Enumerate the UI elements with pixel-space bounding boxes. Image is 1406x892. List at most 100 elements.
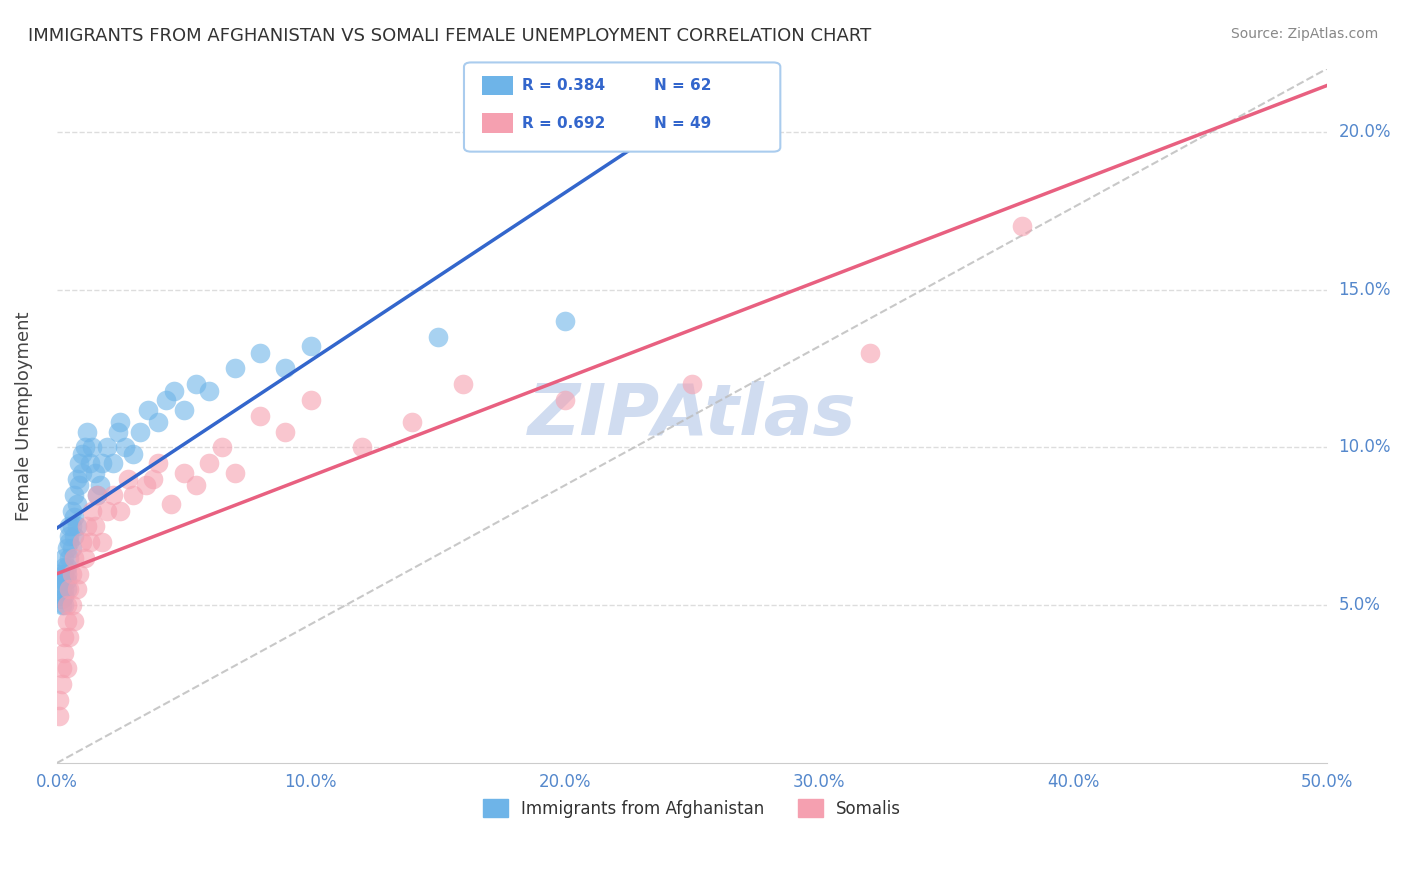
Point — [55, 582, 77, 597]
Point — [53, 573, 76, 587]
Point — [142, 472, 165, 486]
Point — [51, 573, 73, 587]
Point — [91, 456, 114, 470]
Point — [554, 314, 576, 328]
Point — [198, 384, 221, 398]
Point — [51, 661, 73, 675]
Point — [55, 614, 77, 628]
Text: 20.0%: 20.0% — [1339, 123, 1391, 141]
Point — [60, 503, 83, 517]
Point — [350, 441, 373, 455]
Point — [55, 599, 77, 613]
Point — [299, 392, 322, 407]
Point — [58, 630, 80, 644]
Point — [136, 402, 159, 417]
Point — [121, 488, 143, 502]
Point — [69, 478, 91, 492]
Legend: Immigrants from Afghanistan, Somalis: Immigrants from Afghanistan, Somalis — [477, 793, 908, 824]
Point — [426, 330, 449, 344]
Point — [155, 392, 177, 407]
Point — [63, 529, 86, 543]
Point — [129, 425, 152, 439]
Point — [55, 560, 77, 574]
Point — [160, 497, 183, 511]
Point — [58, 550, 80, 565]
Y-axis label: Female Unemployment: Female Unemployment — [15, 311, 32, 521]
Point — [249, 345, 271, 359]
Point — [1011, 219, 1033, 234]
Point — [148, 456, 170, 470]
Point — [451, 377, 474, 392]
Point — [66, 472, 89, 486]
Point — [274, 425, 297, 439]
Point — [55, 661, 77, 675]
Point — [107, 425, 129, 439]
Point — [299, 339, 322, 353]
Point — [60, 566, 83, 581]
Point — [70, 447, 93, 461]
Point — [63, 488, 86, 502]
Point — [53, 599, 76, 613]
Point — [86, 488, 108, 502]
Point — [135, 478, 157, 492]
Text: N = 49: N = 49 — [654, 116, 711, 130]
Point — [117, 472, 139, 486]
Point — [83, 519, 105, 533]
Point — [66, 582, 89, 597]
Point — [401, 415, 423, 429]
Point — [51, 677, 73, 691]
Point — [91, 535, 114, 549]
Point — [55, 573, 77, 587]
Point — [224, 361, 246, 376]
Point — [249, 409, 271, 423]
Point — [76, 519, 98, 533]
Point — [69, 566, 91, 581]
Point — [554, 392, 576, 407]
Point — [681, 377, 703, 392]
Text: 15.0%: 15.0% — [1339, 280, 1391, 299]
Point — [173, 402, 195, 417]
Point — [48, 693, 70, 707]
Point — [89, 478, 111, 492]
Point — [186, 377, 208, 392]
Point — [76, 425, 98, 439]
Point — [53, 589, 76, 603]
Point — [63, 614, 86, 628]
Text: N = 62: N = 62 — [654, 78, 711, 93]
Point — [48, 708, 70, 723]
Point — [162, 384, 184, 398]
Point — [53, 630, 76, 644]
Point — [60, 519, 83, 533]
Point — [108, 503, 131, 517]
Point — [83, 466, 105, 480]
Text: 10.0%: 10.0% — [1339, 438, 1391, 457]
Point — [186, 478, 208, 492]
Point — [53, 566, 76, 581]
Point — [66, 497, 89, 511]
Point — [53, 550, 76, 565]
Point — [55, 566, 77, 581]
Point — [53, 560, 76, 574]
Point — [53, 582, 76, 597]
Text: Source: ZipAtlas.com: Source: ZipAtlas.com — [1230, 27, 1378, 41]
Text: R = 0.692: R = 0.692 — [522, 116, 605, 130]
Point — [63, 550, 86, 565]
Point — [60, 599, 83, 613]
Point — [224, 466, 246, 480]
Point — [51, 582, 73, 597]
Point — [96, 441, 118, 455]
Text: 5.0%: 5.0% — [1339, 596, 1381, 615]
Point — [108, 415, 131, 429]
Text: ZIPAtlas: ZIPAtlas — [527, 381, 856, 450]
Point — [51, 591, 73, 606]
Point — [58, 535, 80, 549]
Point — [55, 541, 77, 556]
Point — [211, 441, 233, 455]
Point — [73, 550, 96, 565]
Point — [96, 503, 118, 517]
Point — [859, 345, 882, 359]
Text: R = 0.384: R = 0.384 — [522, 78, 605, 93]
Point — [173, 466, 195, 480]
Point — [82, 441, 104, 455]
Point — [69, 456, 91, 470]
